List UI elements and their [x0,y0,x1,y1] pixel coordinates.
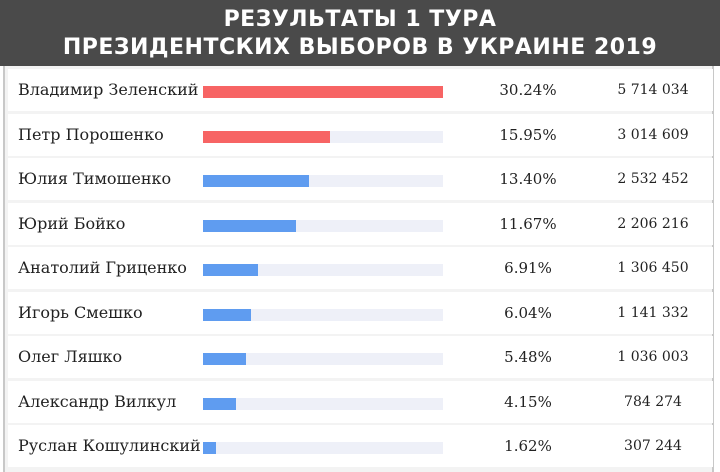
bar-track [203,175,443,187]
votes-label: 307 244 [624,438,682,454]
table-row: Владимир Зеленский 30.24% 5 714 034 [8,69,713,111]
candidate-name: Владимир Зеленский [18,80,199,99]
table-row: Юрий Бойко 11.67% 2 206 216 [8,202,713,245]
votes-label: 1 141 332 [617,304,689,321]
candidate-name: Руслан Кошулинский [18,436,201,455]
bar [203,130,330,143]
bar-track [203,219,443,232]
votes-label: 1 306 450 [617,260,689,276]
table-row: Юлия Тимошенко 13.40% 2 532 452 [8,158,713,200]
candidate-name: Олег Ляшко [18,347,123,366]
table-row: Олег Ляшко 5.48% 1 036 003 [8,336,713,378]
votes-label: 2 532 452 [617,171,689,187]
bar [203,86,443,98]
percent-label: 1.62% [504,437,552,455]
percent-label: 11.67% [499,214,557,233]
bar [203,264,258,276]
votes-label: 1 036 003 [617,349,689,365]
results-table: Владимир Зеленский 30.24% 5 714 034 Петр По… [3,66,714,472]
candidate-name: Игорь Смешко [18,302,143,322]
bar-track [203,397,443,410]
table-row: Александр Вилкул 4.15% 784 274 [8,380,713,423]
bar [203,442,216,454]
chart-title-line-2: ПРЕЗИДЕНТСКИХ ВЫБОРОВ В УКРАИНЕ 2019 [62,35,658,60]
bar-track [203,308,443,321]
bar-track [203,130,443,143]
table-row: Петр Порошенко 15.95% 3 014 609 [8,113,713,156]
candidate-name: Александр Вилкул [18,391,177,411]
percent-label: 5.48% [504,348,552,366]
percent-label: 15.95% [499,125,557,144]
votes-label: 2 206 216 [617,215,689,232]
bar-track [203,86,443,98]
table-row: Руслан Кошулинский 1.62% 307 244 [8,425,713,467]
votes-label: 5 714 034 [617,82,689,98]
bar [203,308,251,321]
bar [203,219,296,232]
table-row: Игорь Смешко 6.04% 1 141 332 [8,291,713,334]
percent-label: 13.40% [499,170,557,188]
votes-label: 784 274 [624,393,682,410]
bar-track [203,353,443,365]
table-row: Анатолий Гриценко 6.91% 1 306 450 [8,247,713,289]
bar [203,353,247,365]
chart-title-line-1: РЕЗУЛЬТАТЫ 1 ТУРА [223,7,497,32]
bar [203,397,236,410]
candidate-name: Анатолий Гриценко [18,258,187,277]
candidate-name: Юлия Тимошенко [18,169,172,188]
percent-label: 6.04% [504,303,552,322]
percent-label: 6.91% [504,259,552,277]
percent-label: 30.24% [499,81,557,99]
candidate-name: Петр Порошенко [18,124,164,144]
bar [203,175,310,187]
bar-track [203,264,443,276]
bar-track [203,442,443,454]
percent-label: 4.15% [504,392,552,411]
votes-label: 3 014 609 [617,126,689,143]
candidate-name: Юрий Бойко [18,213,126,233]
chart-header: РЕЗУЛЬТАТЫ 1 ТУРА ПРЕЗИДЕНТСКИХ ВЫБОРОВ … [0,0,720,66]
